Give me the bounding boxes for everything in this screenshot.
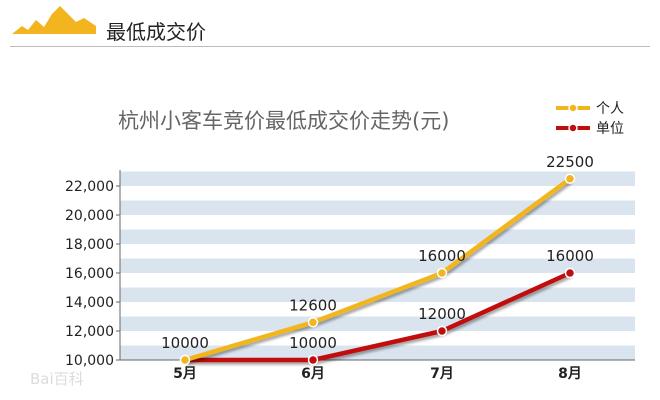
data-label: 16000 bbox=[546, 247, 594, 265]
data-point bbox=[307, 317, 319, 328]
header-divider bbox=[10, 46, 650, 47]
y-tick-label: 22,000 bbox=[65, 179, 114, 195]
series-line bbox=[185, 270, 571, 363]
chart-title: 杭州小客车竞价最低成交价走势(元) bbox=[118, 109, 449, 133]
data-point bbox=[564, 267, 576, 279]
data-point bbox=[436, 267, 448, 279]
grid-band bbox=[120, 229, 635, 244]
grid-band bbox=[120, 345, 635, 360]
data-label: 16000 bbox=[418, 247, 466, 265]
data-label: 22500 bbox=[546, 153, 594, 171]
grid-band bbox=[120, 258, 635, 273]
data-label: 10000 bbox=[289, 334, 337, 352]
page-title: 最低成交价 bbox=[106, 20, 206, 44]
legend-marker bbox=[568, 123, 578, 133]
grid-band bbox=[120, 316, 635, 331]
grid-band bbox=[120, 200, 635, 215]
legend-marker bbox=[568, 103, 578, 113]
y-tick-label: 14,000 bbox=[65, 295, 114, 311]
y-tick-label: 20,000 bbox=[65, 208, 114, 224]
section-header: 最低成交价 bbox=[0, 0, 660, 52]
data-point bbox=[564, 173, 576, 184]
x-tick-label: 7月 bbox=[430, 366, 454, 382]
grid-band bbox=[120, 171, 635, 186]
data-point bbox=[179, 354, 191, 366]
x-tick-label: 8月 bbox=[558, 366, 582, 382]
data-label: 12000 bbox=[418, 305, 466, 323]
x-tick-label: 5月 bbox=[173, 366, 197, 382]
y-tick-label: 12,000 bbox=[65, 324, 114, 340]
y-tick-label: 10,000 bbox=[65, 353, 114, 369]
mountain-icon bbox=[12, 6, 96, 34]
data-label: 12600 bbox=[289, 296, 337, 314]
watermark-logo: Bai百科 bbox=[30, 370, 84, 388]
series-line bbox=[184, 176, 572, 363]
y-tick-label: 18,000 bbox=[65, 237, 114, 253]
grid-band bbox=[120, 287, 635, 302]
y-tick-label: 16,000 bbox=[65, 266, 114, 282]
data-point bbox=[436, 325, 448, 337]
x-tick-label: 6月 bbox=[301, 366, 325, 382]
legend-label: 个人 bbox=[596, 101, 624, 117]
data-point bbox=[307, 354, 319, 366]
legend-label: 单位 bbox=[596, 121, 624, 137]
data-label: 10000 bbox=[161, 334, 209, 352]
